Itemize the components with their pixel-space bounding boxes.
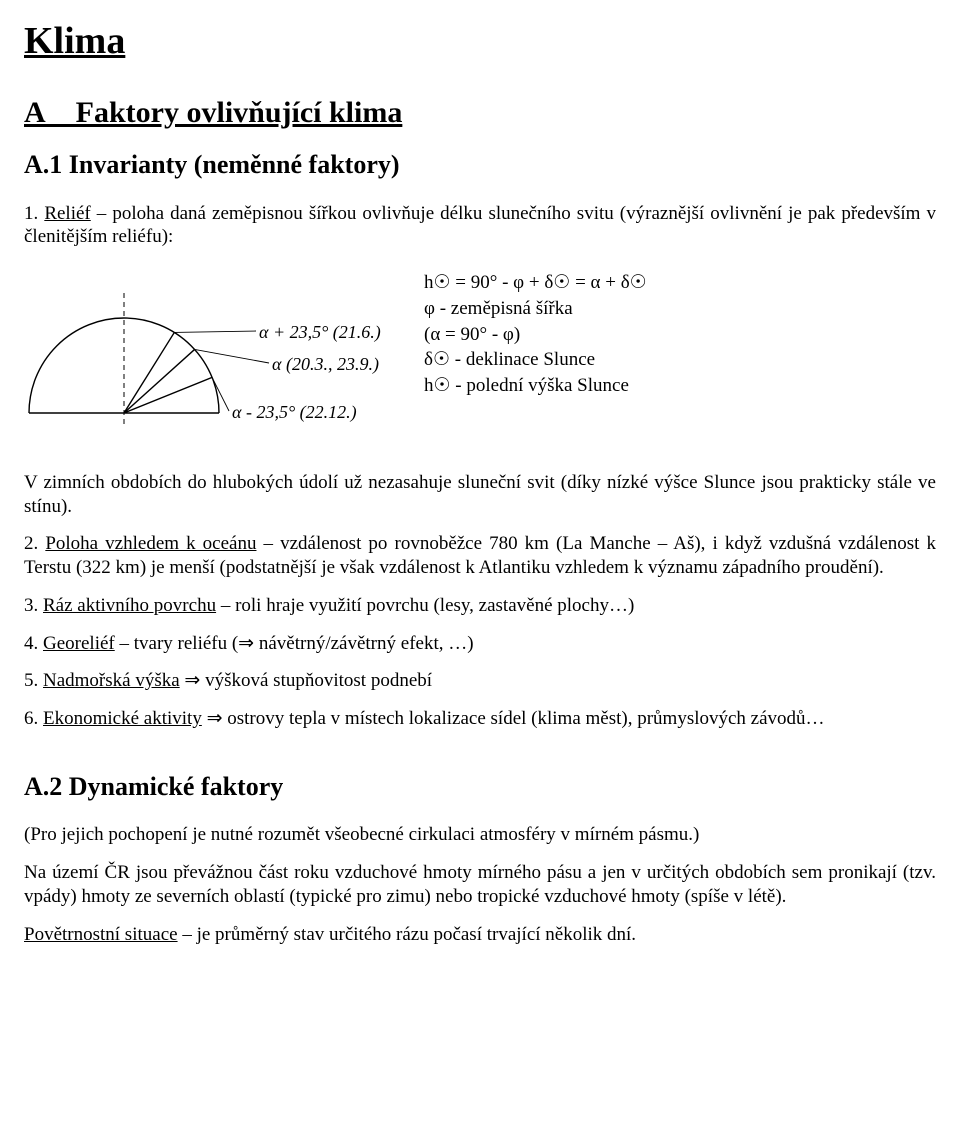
para-6: 6. Ekonomické aktivity ⇒ ostrovy tepla v…	[24, 707, 936, 731]
anno-mid: α (20.3., 23.9.)	[272, 353, 379, 376]
para-5-num: 5.	[24, 670, 43, 691]
para-6-num: 6.	[24, 708, 43, 729]
para-4-num: 4.	[24, 633, 43, 654]
heading-a1: A.1 Invarianty (neměnné faktory)	[24, 149, 936, 182]
anno-top: α + 23,5° (21.6.)	[259, 321, 381, 344]
a2-para-3: Povětrnostní situace – je průměrný stav …	[24, 923, 936, 947]
para-6-key: Ekonomické aktivity	[43, 708, 202, 729]
para-1: 1. Reliéf – poloha daná zeměpisnou šířko…	[24, 202, 936, 250]
para-1-num: 1.	[24, 203, 44, 224]
para-3-num: 3.	[24, 595, 43, 616]
para-3-key: Ráz aktivního povrchu	[43, 595, 216, 616]
heading-a: A Faktory ovlivňující klima	[24, 94, 936, 132]
para-3-rest: – roli hraje využití povrchu (lesy, zast…	[216, 595, 634, 616]
para-4: 4. Georeliéf – tvary reliéfu (⇒ návětrný…	[24, 632, 936, 656]
para-2-key: Poloha vzhledem k oceánu	[45, 533, 256, 554]
para-4-rest: – tvary reliéfu (⇒ návětrný/závětrný efe…	[115, 633, 474, 654]
para-1-rest: – poloha daná zeměpisnou šířkou ovlivňuj…	[24, 203, 936, 248]
legend-line-1: h☉ = 90° - φ + δ☉ = α + δ☉	[424, 271, 936, 295]
para-6-rest: ⇒ ostrovy tepla v místech lokalizace síd…	[202, 708, 825, 729]
heading-a2: A.2 Dynamické faktory	[24, 771, 936, 804]
para-after-diagram: V zimních obdobích do hlubokých údolí už…	[24, 471, 936, 519]
a2-para-2: Na území ČR jsou převážnou část roku vzd…	[24, 861, 936, 909]
para-5: 5. Nadmořská výška ⇒ výšková stupňovitos…	[24, 669, 936, 693]
para-2: 2. Poloha vzhledem k oceánu – vzdálenost…	[24, 532, 936, 580]
legend-line-2: φ - zeměpisná šířka	[424, 297, 936, 321]
anno-bot: α - 23,5° (22.12.)	[232, 401, 357, 424]
para-1-key: Reliéf	[44, 203, 90, 224]
a2-para-1: (Pro jejich pochopení je nutné rozumět v…	[24, 823, 936, 847]
legend-line-3: (α = 90° - φ)	[424, 323, 936, 347]
para-5-rest: ⇒ výšková stupňovitost podnebí	[180, 670, 432, 691]
para-4-key: Georeliéf	[43, 633, 115, 654]
legend-line-5: h☉ - polední výška Slunce	[424, 374, 936, 398]
legend-cell: h☉ = 90° - φ + δ☉ = α + δ☉ φ - zeměpisná…	[424, 263, 936, 400]
page-title: Klima	[24, 18, 936, 66]
diagram-row: α + 23,5° (21.6.) α (20.3., 23.9.) α - 2…	[24, 263, 936, 435]
a2-para-3-key: Povětrnostní situace	[24, 924, 178, 945]
diagram-cell: α + 23,5° (21.6.) α (20.3., 23.9.) α - 2…	[24, 263, 424, 435]
para-3: 3. Ráz aktivního povrchu – roli hraje vy…	[24, 594, 936, 618]
legend-line-4: δ☉ - deklinace Slunce	[424, 348, 936, 372]
para-2-num: 2.	[24, 533, 45, 554]
para-5-key: Nadmořská výška	[43, 670, 180, 691]
a2-para-3-rest: – je průměrný stav určitého rázu počasí …	[178, 924, 637, 945]
